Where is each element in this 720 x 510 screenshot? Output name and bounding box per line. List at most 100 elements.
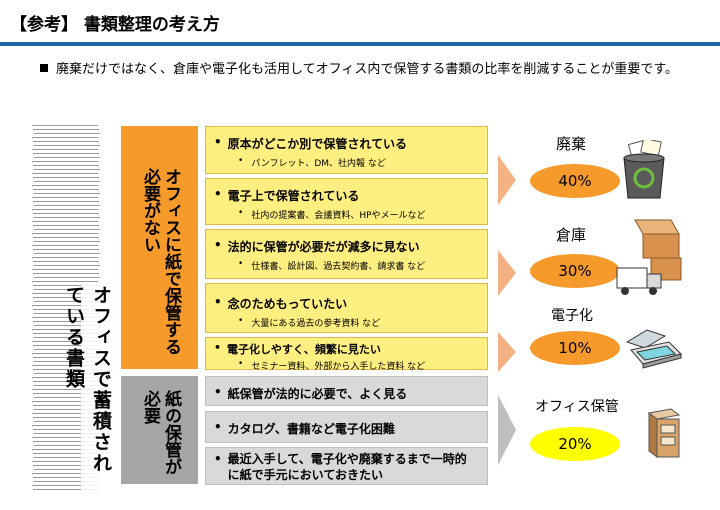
stack-sheet-line xyxy=(34,253,100,254)
scanner-icon xyxy=(625,329,682,369)
subtitle-text: 廃棄だけではなく、倉庫や電子化も活用してオフィス内で保管する書類の比率を削減する… xyxy=(56,62,679,77)
stack-sheet-line xyxy=(33,345,99,346)
stack-sheet-line xyxy=(33,489,99,490)
row-sub: セミナー資料、外部から入手した資料 など xyxy=(251,362,426,372)
row-sub: 仕様書、設計図、過去契約書、請求書 など xyxy=(251,262,426,272)
stack-sheet-line xyxy=(34,277,100,278)
stack-sheet-line xyxy=(33,213,99,214)
stack-sheet-line xyxy=(32,197,98,198)
stack-label: オフィスで蓄積されている書類 xyxy=(63,285,115,490)
stack-sheet-line xyxy=(34,193,100,194)
stack-sheet-line xyxy=(34,325,100,326)
row-electronic: • 電子上で保管されている • 社内の提案書、会議資料、HPやメールなど xyxy=(205,178,488,225)
category-no-paper-label: オフィスに紙で保管する必要がない xyxy=(140,168,181,355)
stack-sheet-line xyxy=(32,305,98,306)
stack-sheet-line xyxy=(33,417,99,418)
chevron-right-icon xyxy=(498,155,516,205)
outcome-percent-dispose: 40% xyxy=(530,164,620,198)
stack-sheet-line xyxy=(34,289,100,290)
stack-sheet-line xyxy=(34,205,100,206)
row-legal-often: • 紙保管が法的に必要で、よく見る xyxy=(205,376,488,406)
outcome-percent-digitize: 10% xyxy=(530,331,620,365)
page-title: 【参考】 書類整理の考え方 xyxy=(10,15,220,35)
stack-sheet-line xyxy=(34,313,100,314)
stack-sheet-line xyxy=(33,153,99,154)
stack-sheet-line xyxy=(33,177,99,178)
row-main: 法的に保管が必要だが減多に見ない xyxy=(227,240,420,254)
stack-sheet-line xyxy=(34,481,100,482)
cabinet-icon xyxy=(647,408,681,458)
stack-sheet-line xyxy=(34,385,100,386)
stack-sheet-line xyxy=(34,241,100,242)
stack-sheet-line xyxy=(32,293,98,294)
stack-sheet-line xyxy=(33,261,99,262)
stack-sheet-line xyxy=(34,157,100,158)
stack-sheet-line xyxy=(34,133,100,134)
row-main: 念のためもっていたい xyxy=(227,297,348,311)
stack-sheet-line xyxy=(34,349,100,350)
stack-sheet-line xyxy=(32,461,98,462)
row-sub: パンフレット、DM、社内報 など xyxy=(251,159,386,169)
stack-sheet-line xyxy=(32,209,98,210)
stack-sheet-line xyxy=(34,361,100,362)
stack-sheet-line xyxy=(32,401,98,402)
recycle-bin-icon xyxy=(623,140,665,199)
stack-sheet-line xyxy=(33,369,99,370)
stack-sheet-line xyxy=(33,405,99,406)
category-paper: 紙の保管が必要 xyxy=(121,376,198,484)
stack-sheet-line xyxy=(33,249,99,250)
stack-sheet-line xyxy=(32,149,98,150)
row-legal-rarely: • 法的に保管が必要だが減多に見ない • 仕様書、設計図、過去契約書、請求書 など xyxy=(205,229,488,279)
stack-sheet-line xyxy=(33,189,99,190)
stack-sheet-line xyxy=(32,281,98,282)
outcome-percent-warehouse: 30% xyxy=(530,254,620,288)
category-paper-label: 紙の保管が必要 xyxy=(140,390,181,475)
stack-sheet-line xyxy=(32,257,98,258)
stack-sheet-line xyxy=(34,229,100,230)
row-just-in-case: • 念のためもっていたい • 大量にある過去の参考資料 など xyxy=(205,283,488,333)
stack-sheet-line xyxy=(32,221,98,222)
stack-sheet-line xyxy=(33,357,99,358)
row-original-elsewhere: • 原本がどこか別で保管されている • パンフレット、DM、社内報 など xyxy=(205,126,488,174)
row-main: 原本がどこか別で保管されている xyxy=(227,137,407,151)
stack-sheet-line xyxy=(33,465,99,466)
category-no-paper: オフィスに紙で保管する必要がない xyxy=(121,126,198,369)
stack-sheet-line xyxy=(34,337,100,338)
stack-sheet-line xyxy=(33,297,99,298)
chevron-right-icon xyxy=(498,395,516,465)
stack-sheet-line xyxy=(32,269,98,270)
stack-sheet-line xyxy=(33,333,99,334)
stack-sheet-line xyxy=(32,377,98,378)
row-main: カタログ、書籍など電子化困難 xyxy=(227,422,395,436)
outcome-label-digitize: 電子化 xyxy=(551,308,593,324)
stack-sheet-line xyxy=(34,409,100,410)
stack-sheet-line xyxy=(32,329,98,330)
stack-sheet-line xyxy=(34,169,100,170)
stack-sheet-line xyxy=(32,245,98,246)
stack-sheet-line xyxy=(34,421,100,422)
row-main: 電子化しやすく、頻繁に見たい xyxy=(227,343,381,356)
chevron-right-icon xyxy=(498,332,516,372)
stack-sheet-line xyxy=(32,413,98,414)
title-rule xyxy=(0,42,720,46)
stack-sheet-line xyxy=(33,321,99,322)
outcome-label-dispose: 廃棄 xyxy=(556,135,587,153)
stack-sheet-line xyxy=(33,393,99,394)
stack-sheet-line xyxy=(34,373,100,374)
stack-sheet-line xyxy=(32,125,98,126)
row-sub: 大量にある過去の参考資料 など xyxy=(251,319,381,329)
stack-sheet-line xyxy=(34,469,100,470)
row-main: 最近入手して、電子化や廃棄するまで一時的に紙で手元においておきたい xyxy=(227,452,467,482)
stack-sheet-line xyxy=(33,453,99,454)
row-catalog: • カタログ、書籍など電子化困難 xyxy=(205,411,488,443)
square-bullet-icon xyxy=(40,63,48,72)
stack-sheet-line xyxy=(33,381,99,382)
stack-sheet-line xyxy=(33,309,99,310)
subtitle: 廃棄だけではなく、倉庫や電子化も活用してオフィス内で保管する書類の比率を削減する… xyxy=(40,58,678,77)
stack-sheet-line xyxy=(32,473,98,474)
stack-sheet-line xyxy=(34,181,100,182)
row-sub: 社内の提案書、会議資料、HPやメールなど xyxy=(251,211,426,221)
outcome-percent-office: 20% xyxy=(530,427,620,461)
chevron-right-icon xyxy=(498,250,516,296)
stack-sheet-line xyxy=(33,285,99,286)
